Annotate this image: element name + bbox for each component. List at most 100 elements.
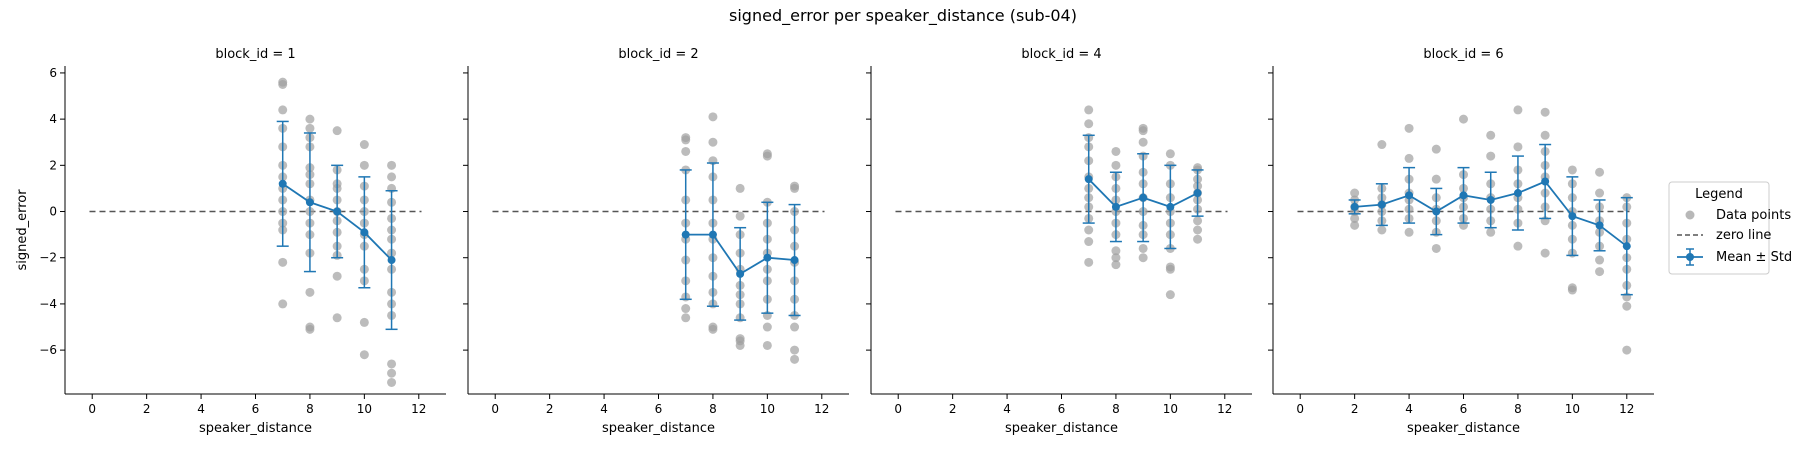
data-point	[1111, 253, 1121, 263]
data-point	[1084, 237, 1094, 247]
data-point	[1193, 225, 1203, 235]
x-tick-label: 6	[655, 402, 663, 416]
data-point	[1595, 167, 1605, 177]
legend: Legend Data points zero line Mean ± Std	[1668, 181, 1792, 275]
legend-title: Legend	[1695, 187, 1743, 202]
data-point	[1350, 220, 1360, 230]
data-point	[681, 313, 691, 323]
data-point	[1513, 142, 1523, 152]
data-point	[708, 137, 718, 147]
mean-point	[333, 207, 342, 216]
panel-title: block_id = 4	[1021, 47, 1101, 62]
data-point	[305, 123, 315, 133]
x-axis-label: speaker_distance	[199, 421, 312, 436]
data-point	[278, 299, 288, 309]
data-point	[1486, 130, 1496, 140]
data-point	[762, 151, 772, 161]
data-point	[1111, 260, 1121, 270]
data-point	[1377, 225, 1387, 235]
x-tick-label: 12	[1217, 402, 1232, 416]
data-point	[359, 160, 369, 170]
data-point	[708, 112, 718, 122]
data-point	[1084, 225, 1094, 235]
x-tick-label: 2	[546, 402, 554, 416]
data-point	[305, 114, 315, 124]
y-tick-label: −2	[39, 251, 57, 265]
mean-point	[790, 256, 799, 265]
data-point	[1165, 290, 1175, 300]
x-tick-label: 4	[1405, 402, 1413, 416]
data-point	[1567, 165, 1577, 175]
data-point	[735, 340, 745, 350]
mean-point	[736, 269, 745, 278]
data-point	[1138, 126, 1148, 136]
data-point	[359, 140, 369, 150]
data-point	[708, 324, 718, 334]
mean-point	[1084, 175, 1093, 184]
x-axis-label: speaker_distance	[602, 421, 715, 436]
legend-data-points-marker	[1685, 210, 1695, 220]
mean-point	[1166, 202, 1175, 211]
legend-mean-std-label: Mean ± Std	[1716, 250, 1792, 265]
data-point	[305, 324, 315, 334]
x-tick-label: 0	[894, 402, 902, 416]
x-tick-label: 4	[1003, 402, 1011, 416]
data-point	[1084, 119, 1094, 129]
panel-title: block_id = 6	[1423, 47, 1503, 62]
data-point	[762, 322, 772, 332]
data-point	[332, 126, 342, 136]
x-tick-label: 10	[357, 402, 372, 416]
x-tick-label: 10	[760, 402, 775, 416]
x-tick-label: 4	[600, 402, 608, 416]
mean-point	[1513, 189, 1522, 198]
data-point	[1193, 216, 1203, 226]
mean-point	[763, 253, 772, 262]
mean-point	[1111, 202, 1120, 211]
x-tick-label: 12	[814, 402, 829, 416]
x-tick-label: 6	[1460, 402, 1468, 416]
mean-point	[1139, 193, 1148, 202]
data-point	[790, 345, 800, 355]
data-point	[1404, 153, 1414, 163]
data-point	[681, 146, 691, 156]
y-tick-label: 2	[49, 158, 57, 172]
mean-point	[1350, 202, 1359, 211]
data-point	[1595, 267, 1605, 277]
mean-point	[1622, 242, 1631, 251]
data-point	[387, 359, 397, 369]
data-point	[1513, 105, 1523, 115]
data-point	[387, 368, 397, 378]
mean-point	[387, 256, 396, 265]
mean-point	[1432, 207, 1441, 216]
data-point	[1165, 149, 1175, 159]
y-tick-label: −6	[39, 343, 57, 357]
data-point	[359, 350, 369, 360]
mean-point	[305, 198, 314, 207]
data-point	[1111, 146, 1121, 156]
panel-3: block_id = 4 0 2 4 6 8 10 12 speaker_distance	[866, 47, 1252, 436]
data-point	[1459, 114, 1468, 124]
y-axis-label: signed_error	[15, 189, 30, 271]
data-point	[1431, 144, 1441, 154]
data-point	[1540, 130, 1550, 140]
x-tick-label: 8	[306, 402, 314, 416]
x-tick-label: 12	[411, 402, 426, 416]
data-point	[359, 317, 369, 327]
data-point	[1111, 160, 1121, 170]
data-point	[1431, 243, 1441, 253]
data-point	[1193, 234, 1203, 244]
data-point	[1567, 285, 1577, 295]
data-point	[1138, 243, 1148, 253]
data-point	[1138, 137, 1148, 147]
data-point	[1404, 227, 1414, 237]
panel-title: block_id = 2	[618, 47, 698, 62]
panel-title: block_id = 1	[215, 47, 295, 62]
mean-point	[278, 179, 287, 188]
data-point	[1486, 227, 1496, 237]
data-point	[387, 160, 397, 170]
data-point	[790, 354, 800, 364]
data-point	[1540, 248, 1550, 258]
mean-point	[681, 230, 690, 239]
y-tick-label: 4	[49, 112, 57, 126]
data-point	[387, 377, 397, 387]
